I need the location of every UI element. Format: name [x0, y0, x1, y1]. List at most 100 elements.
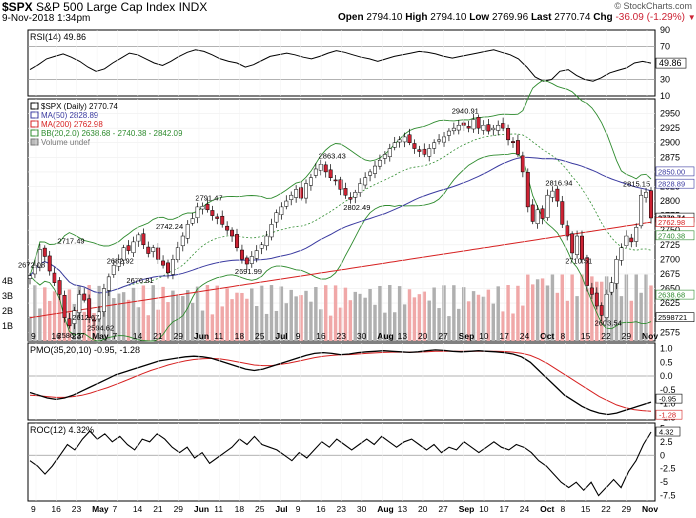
rsi-tick-label: 90 [660, 25, 670, 35]
pmo-tick-label: 1.0 [660, 344, 673, 354]
roc-tick-label: -7.5 [660, 491, 676, 501]
volume-bar [466, 301, 471, 341]
volume-bar [358, 293, 362, 341]
candle-body [313, 168, 318, 176]
x-tick-label: Oct [540, 504, 554, 514]
candle-body [215, 216, 220, 219]
candle-body [318, 164, 323, 171]
candle-body [259, 244, 264, 249]
volume-bar [82, 311, 86, 341]
candle-body [589, 287, 594, 295]
pmo-tick-label: 0.5 [660, 357, 673, 367]
volume-bar [220, 306, 224, 341]
down-triangle-icon: ▼ [687, 13, 696, 22]
candle-body [432, 142, 437, 149]
candle-body [279, 206, 284, 215]
volume-bar [614, 274, 619, 341]
volume-bar [373, 304, 377, 341]
volume-bar [506, 285, 510, 341]
candle-body [239, 249, 244, 260]
volume-bar [151, 285, 155, 341]
pmo-last-box [655, 409, 683, 420]
volume-bar [634, 274, 638, 341]
candle-body [555, 188, 560, 202]
rsi-tick-label: 30 [660, 75, 670, 85]
volume-bar [545, 285, 550, 341]
x-tick-label-price: 11 [214, 331, 223, 341]
pmo-last-box [655, 393, 683, 404]
volume-bar [442, 285, 446, 341]
candle-body [121, 247, 126, 261]
candle-body [392, 142, 397, 148]
candle-body [116, 259, 121, 267]
price-tick-label: 2625 [660, 298, 680, 308]
candle-body [604, 294, 609, 318]
volume-bar [269, 285, 274, 341]
volume-bar [264, 313, 269, 341]
volume-bar [540, 278, 545, 341]
x-tick-label-price: Aug [377, 331, 394, 341]
roc-last-label: 4.32 [659, 428, 674, 437]
price-right-box [655, 312, 695, 322]
candle-body [550, 190, 555, 198]
volume-bar [383, 312, 387, 341]
candle-body [32, 264, 37, 275]
candle-body [72, 310, 77, 324]
volume-bar [294, 296, 298, 341]
candle-body [284, 200, 289, 207]
x-tick-label: Sep [459, 504, 475, 514]
candle-body [530, 204, 535, 222]
candle-body [417, 149, 422, 152]
candle-body [397, 139, 402, 143]
volume-bar [185, 290, 190, 341]
candle-body [210, 210, 215, 216]
volume-bar [52, 291, 57, 341]
x-tick-label: 11 [214, 504, 223, 514]
candle-body [323, 164, 328, 173]
volume-bar [28, 316, 32, 341]
price-right-box [655, 166, 695, 177]
candle-body [437, 139, 442, 142]
candle-body [205, 203, 210, 211]
price-annotation: 2672.08 [18, 261, 45, 270]
volume-tick-label: 4B [2, 276, 13, 286]
candle-body [52, 272, 57, 283]
roc-tick-label: 0 [660, 450, 665, 460]
volume-bar [47, 300, 52, 341]
volume-bar [215, 285, 220, 341]
volume-bar [560, 274, 565, 341]
price-tick-label: 2925 [660, 123, 680, 133]
volume-bar [309, 301, 313, 341]
roc-line [29, 430, 652, 497]
candle-body [402, 136, 407, 143]
x-tick-label: Aug [377, 504, 394, 514]
candle-body [348, 197, 353, 200]
x-tick-label: 25 [255, 504, 265, 514]
volume-bar [57, 294, 62, 341]
price-annotation: 2691.99 [235, 267, 262, 276]
price-annotation: 2676.81 [126, 276, 153, 285]
volume-bar [368, 289, 372, 341]
x-tick-label: May [92, 504, 109, 514]
volume-bar [609, 288, 614, 341]
volume-bar [190, 302, 195, 341]
low-label: Low [469, 12, 490, 23]
price-annotation: 2815.15 [623, 179, 650, 188]
price-tick-label: 2725 [660, 240, 680, 250]
price-annotation: 2802.49 [343, 203, 370, 212]
candle-body [190, 218, 195, 224]
price-tick-label: 2950 [660, 109, 680, 119]
candle-body [614, 259, 619, 284]
candle-body [515, 140, 520, 155]
candle-body [225, 225, 230, 231]
candle-body [373, 165, 377, 174]
volume-bar [328, 315, 333, 341]
candle-body [580, 235, 584, 260]
price-tick-label: 2875 [660, 152, 680, 162]
volume-bar [392, 312, 397, 341]
x-tick-label: 18 [235, 504, 245, 514]
candle-body [639, 194, 644, 227]
candle-body [42, 247, 47, 257]
volume-bar [141, 285, 146, 341]
